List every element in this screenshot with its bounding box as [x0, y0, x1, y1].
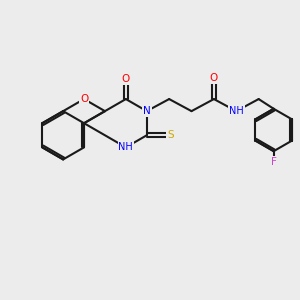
Text: S: S — [167, 130, 174, 140]
Text: O: O — [122, 74, 130, 84]
Text: NH: NH — [118, 142, 133, 152]
Text: NH: NH — [229, 106, 244, 116]
Text: O: O — [80, 94, 88, 104]
Text: N: N — [143, 106, 151, 116]
Text: O: O — [210, 73, 218, 83]
Text: F: F — [271, 158, 277, 167]
